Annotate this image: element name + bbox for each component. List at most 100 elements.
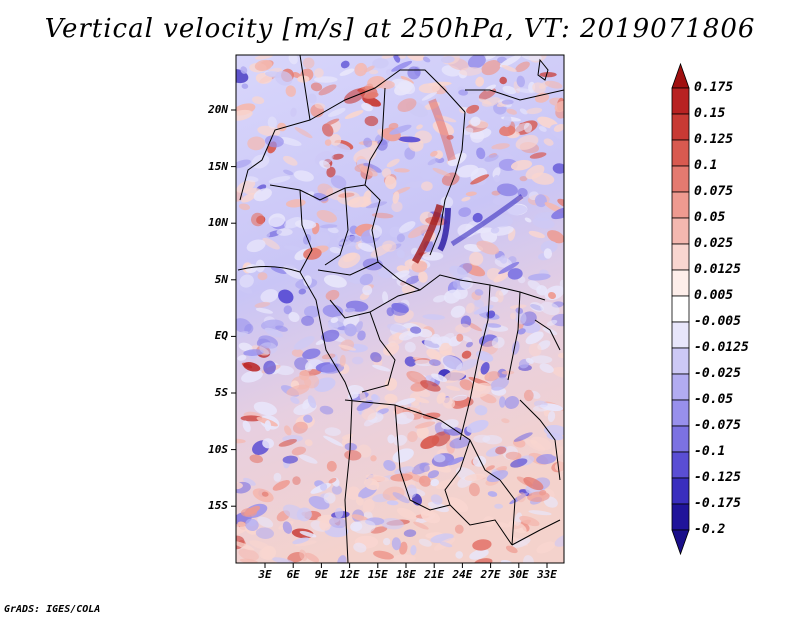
downdraft-cell [430,494,443,505]
downdraft-cell [525,331,544,345]
downdraft-cell [410,545,417,556]
downdraft-cell [502,114,512,128]
downdraft-cell [315,339,326,346]
updraft-cell [321,353,336,360]
updraft-cell [294,127,313,139]
updraft-cell [418,271,428,283]
updraft-cell [539,72,557,78]
updraft-cell [472,539,492,551]
updraft-cell [390,473,413,482]
colorbar-swatch [671,451,690,479]
updraft-cell [373,550,394,560]
updraft-cell [285,85,297,97]
updraft-cell [325,118,340,126]
downdraft-cell [363,162,382,173]
downdraft-cell [282,455,298,464]
updraft-cell [519,515,540,527]
updraft-cell [236,438,246,444]
downdraft-cell [455,551,464,559]
lon-label: 30E [508,568,529,581]
downdraft-cell [498,396,506,408]
updraft-cell [240,415,263,422]
downdraft-cell [347,384,364,395]
downdraft-cell [501,99,514,105]
downdraft-cell [528,510,552,516]
downdraft-cell [363,137,373,148]
downdraft-cell [472,212,483,223]
downdraft-cell [267,116,277,129]
updraft-cell [328,477,337,484]
downdraft-cell [304,305,320,318]
colorbar-swatch [671,269,690,297]
downdraft-cell [476,350,494,362]
updraft-cell [317,183,334,197]
downdraft-cell [398,221,416,233]
updraft-cell [384,377,398,391]
downdraft-cell [474,405,488,416]
downdraft-cell [482,434,503,445]
updraft-cell [416,124,423,130]
updraft-cell [364,115,379,127]
updraft-cell [249,540,271,550]
downdraft-cell [352,356,364,365]
downdraft-cell [347,392,359,400]
downdraft-cell [443,289,461,304]
updraft-cell [257,272,268,281]
updraft-cell [553,124,564,132]
updraft-cell [247,136,266,151]
downdraft-cell [472,455,487,467]
downdraft-cell [264,420,272,432]
downdraft-cell [271,557,296,563]
downdraft-cell [449,265,468,279]
updraft-cell [407,431,418,443]
updraft-cell [302,57,315,69]
downdraft-cell [493,175,501,183]
updraft-cell [365,92,379,99]
downdraft-cell [504,396,520,409]
downdraft-cell [255,259,265,273]
downdraft-cell [383,537,391,546]
downdraft-cell [547,410,556,423]
lat-label: 5S [214,386,228,399]
updraft-cell [496,522,510,528]
updraft-cell [465,191,477,197]
downdraft-cell [376,139,388,151]
downdraft-cell [323,274,347,288]
downdraft-cell [319,405,334,415]
downdraft-cell [334,507,344,519]
downdraft-cell [290,396,300,404]
downdraft-cell [268,213,286,228]
downdraft-cell [538,126,547,132]
updraft-cell [299,549,308,561]
updraft-cell [262,237,280,250]
updraft-cell [396,507,417,520]
downdraft-cell [323,492,336,504]
updraft-cell [384,393,398,404]
downdraft-cell [324,525,349,538]
lon-label: 24E [452,568,473,581]
updraft-cell [554,101,564,113]
downdraft-cell [333,210,350,216]
colorbar-max-arrow [671,62,690,89]
downdraft-cell [422,56,431,63]
downdraft-cell [551,313,564,327]
downdraft-cell [340,60,350,69]
downdraft-cell [427,501,450,513]
downdraft-cell [238,342,253,352]
downdraft-cell [246,239,266,253]
downdraft-cell [313,377,336,392]
updraft-cell [501,64,517,72]
updraft-cell [530,436,552,451]
updraft-cell [468,482,480,497]
updraft-cell [461,350,472,359]
updraft-cell [499,76,507,85]
updraft-cell [481,60,501,76]
updraft-cell [236,525,249,536]
updraft-cell [238,203,251,211]
updraft-cell [413,521,429,530]
downdraft-cell [377,269,393,279]
updraft-cell [318,84,337,96]
downdraft-cell [382,291,389,304]
updraft-cell [338,344,357,351]
downdraft-cell [394,411,415,425]
